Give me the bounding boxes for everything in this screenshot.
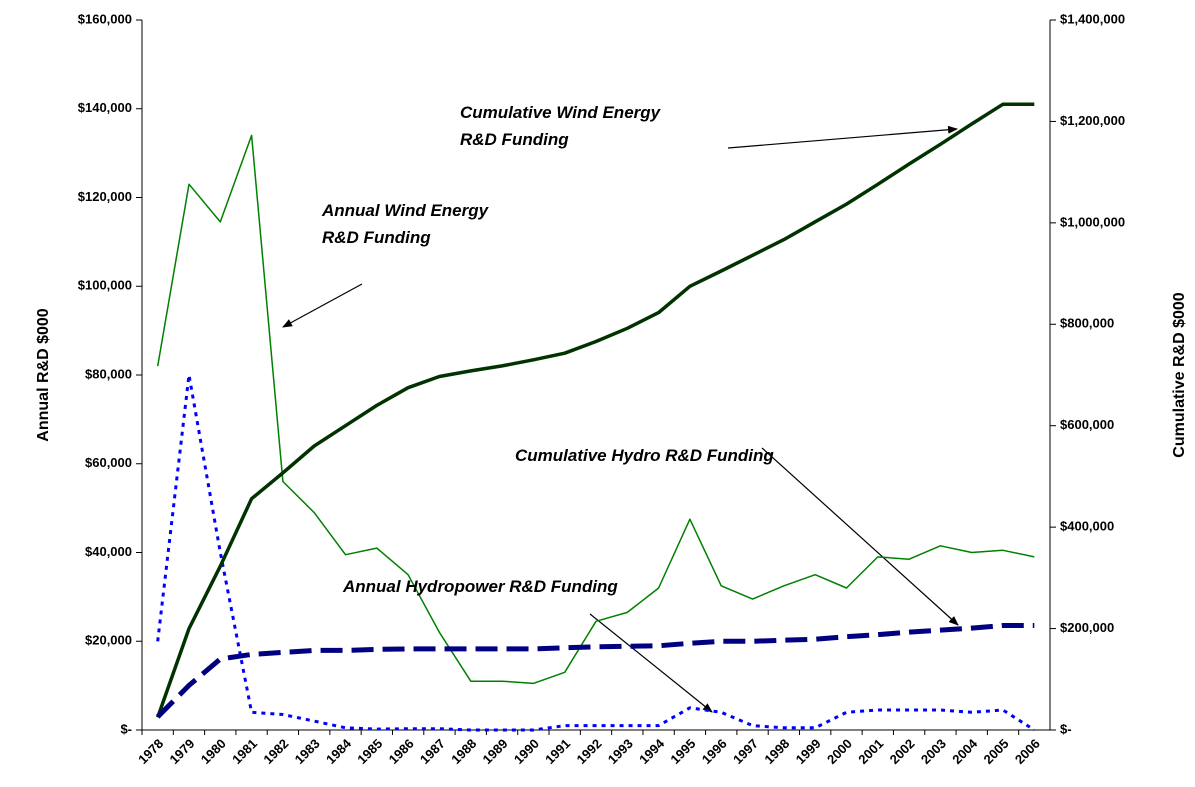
y2-tick-label: $1,000,000 (1060, 214, 1125, 229)
series-line (156, 102, 1035, 718)
y-tick-label: $20,000 (85, 633, 132, 648)
y-tick-label: $160,000 (78, 11, 132, 26)
y2-tick-label: $800,000 (1060, 316, 1114, 331)
x-tick-label: 1981 (229, 736, 260, 767)
x-tick-label: 1990 (511, 736, 542, 767)
y2-tick-label: $1,400,000 (1060, 11, 1125, 26)
series-line (155, 623, 1035, 719)
x-tick-label: 1978 (135, 736, 166, 767)
arrows (282, 125, 959, 713)
y-tick-label: $40,000 (85, 544, 132, 559)
x-tick-label: 1983 (292, 736, 323, 767)
x-tick-label: 2005 (981, 736, 1012, 767)
x-tick-label: 1989 (480, 736, 511, 767)
y2-tick-label: $600,000 (1060, 417, 1114, 432)
arrow (727, 125, 958, 149)
series-line (156, 134, 1035, 685)
x-tick-label: 1994 (636, 735, 668, 767)
y2-tick-label: $1,200,000 (1060, 113, 1125, 128)
annotation: Cumulative Hydro R&D Funding (515, 446, 774, 465)
x-tick-label: 1999 (793, 736, 824, 767)
x-tick-label: 2001 (855, 736, 886, 767)
annotation: Cumulative Wind Energy (460, 103, 662, 122)
annotation: R&D Funding (322, 228, 431, 247)
x-tick-label: 2002 (887, 736, 918, 767)
y-tick-label: $100,000 (78, 278, 132, 293)
x-tick-label: 1996 (699, 736, 730, 767)
x-tick-label: 2006 (1012, 736, 1043, 767)
annotation: R&D Funding (460, 130, 569, 149)
x-tick-label: 1991 (542, 736, 573, 767)
x-tick-label: 1984 (323, 735, 355, 767)
x-tick-label: 1979 (166, 736, 197, 767)
y2-tick-label: $400,000 (1060, 519, 1114, 534)
x-tick-label: 1992 (573, 736, 604, 767)
x-tick-label: 2004 (949, 735, 981, 767)
y2-tick-label: $200,000 (1060, 620, 1114, 635)
x-tick-label: 1982 (260, 736, 291, 767)
x-tick-label: 1993 (605, 736, 636, 767)
y-tick-label: $120,000 (78, 189, 132, 204)
x-tick-label: 1987 (417, 736, 448, 767)
y-axis-title: Annual R&D $000 (35, 308, 52, 441)
y-tick-label: $80,000 (85, 366, 132, 381)
y2-tick-label: $- (1060, 721, 1072, 736)
y-tick-label: $140,000 (78, 100, 132, 115)
x-tick-label: 1986 (386, 736, 417, 767)
x-tick-label: 1998 (761, 736, 792, 767)
x-tick-label: 1980 (198, 736, 229, 767)
x-tick-label: 1995 (667, 736, 698, 767)
x-tick-label: 1985 (354, 736, 385, 767)
arrow (282, 283, 363, 328)
x-tick-label: 2003 (918, 736, 949, 767)
x-tick-label: 1988 (448, 736, 479, 767)
x-tick-label: 2000 (824, 736, 855, 767)
series-line (156, 373, 1036, 732)
y2-axis-title: Cumulative R&D $000 (1171, 292, 1188, 457)
arrow (589, 613, 713, 713)
y-tick-label: $- (120, 721, 132, 736)
x-tick-label: 1997 (730, 736, 761, 767)
annotation: Annual Hydropower R&D Funding (342, 577, 618, 596)
arrow (761, 447, 959, 626)
annotation: Annual Wind Energy (321, 201, 490, 220)
y-tick-label: $60,000 (85, 455, 132, 470)
